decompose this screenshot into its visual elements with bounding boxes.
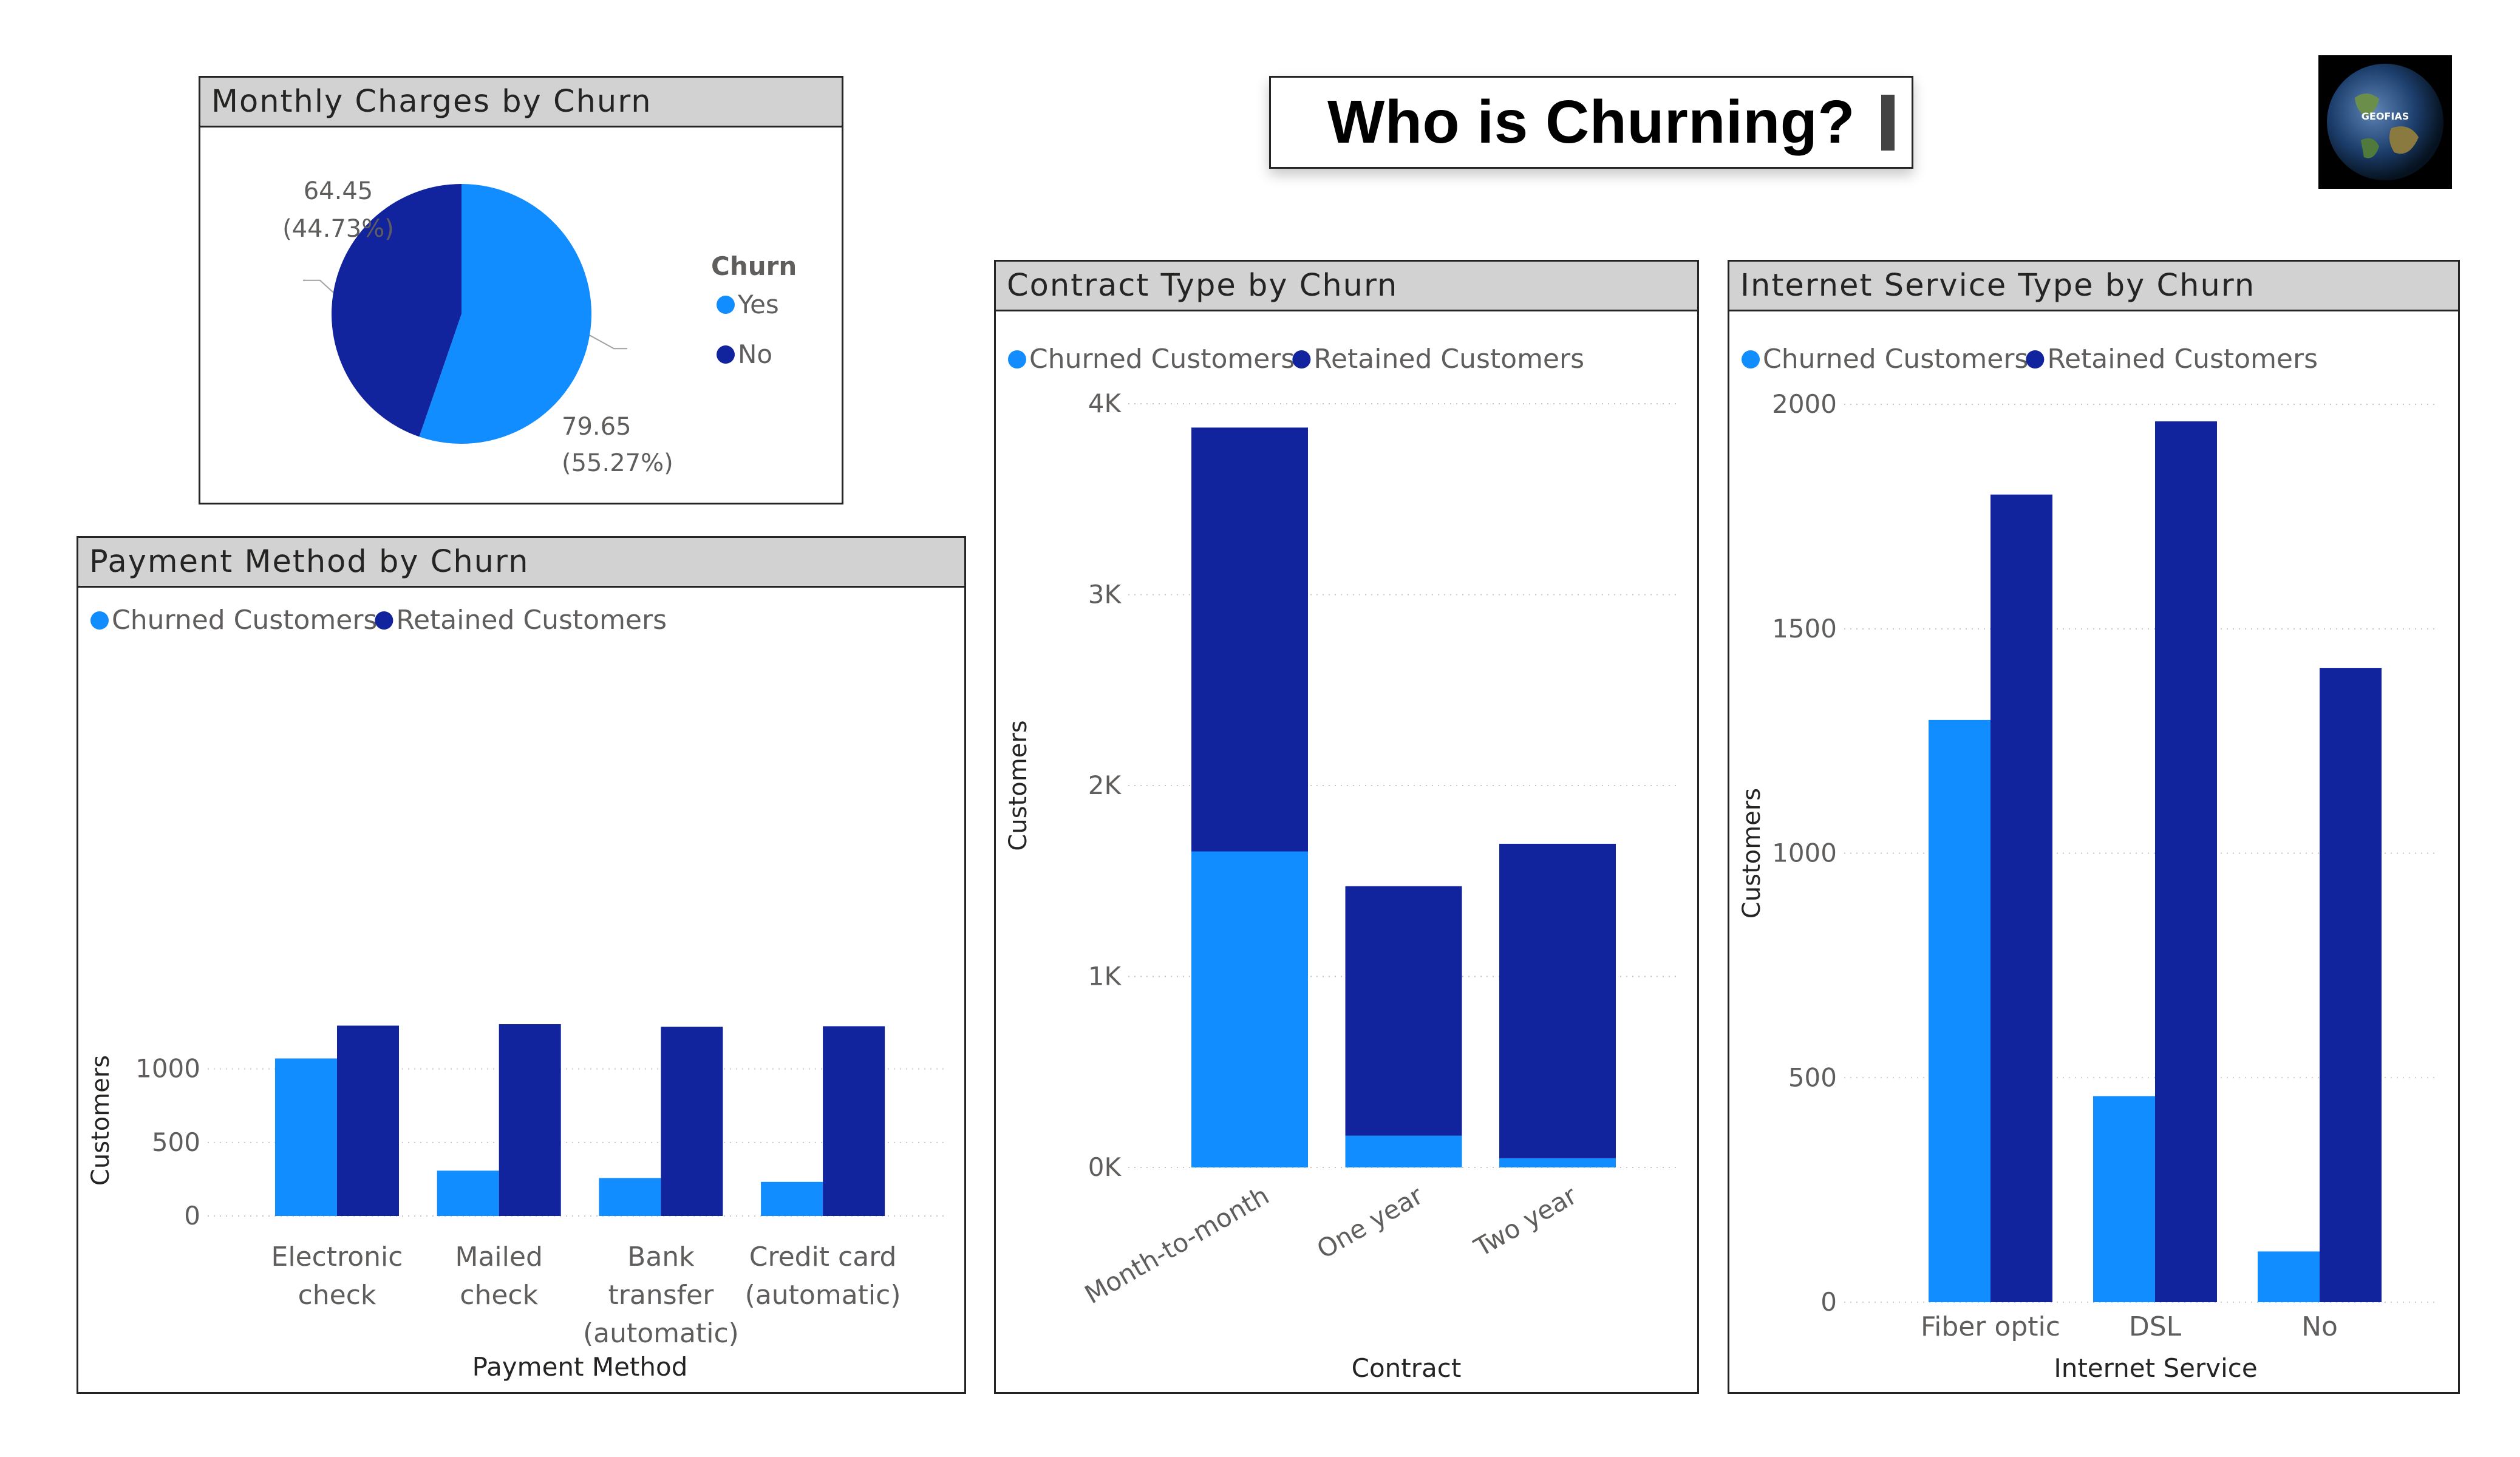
chart-title: Contract Type by Churn — [996, 262, 1697, 311]
x-tick-label: Two year — [1469, 1180, 1582, 1263]
x-axis-title: Contract — [1352, 1353, 1462, 1383]
y-axis-title: Customers — [87, 1055, 115, 1186]
y-axis-title: Customers — [1738, 788, 1766, 919]
contract-type-panel: Contract Type by Churn Churned Customers… — [994, 260, 1699, 1394]
data-label-leader — [589, 335, 628, 350]
legend-label: No — [738, 339, 772, 369]
bar-retained — [661, 1027, 723, 1216]
x-tick-label: (automatic) — [583, 1318, 739, 1349]
bar-retained — [1990, 494, 2052, 1302]
x-tick-label: Fiber optic — [1921, 1311, 2060, 1342]
monthly-charges-pie-chart: 79.65 (55.27%) 64.45 (44.73%) Churn Yes No — [282, 177, 797, 477]
data-label-value: 79.65 — [562, 413, 632, 441]
x-tick-label: Mailed — [455, 1241, 543, 1272]
pie-slice-yes — [419, 184, 592, 444]
data-label-value: 64.45 — [304, 177, 373, 205]
internet-service-panel: Internet Service Type by Churn Churned C… — [1728, 260, 2460, 1394]
x-tick-label: Credit card — [749, 1241, 897, 1272]
y-tick-label: 500 — [152, 1127, 200, 1157]
legend-marker — [717, 345, 735, 364]
y-tick-label: 500 — [1788, 1062, 1837, 1092]
x-tick-label: No — [2301, 1311, 2338, 1342]
payment-method-panel: Payment Method by Churn Churned Customer… — [77, 536, 966, 1394]
chart-title: Internet Service Type by Churn — [1729, 262, 2458, 311]
globe-icon: GEOFIAS — [2318, 55, 2452, 189]
y-tick-label: 0K — [1088, 1152, 1122, 1182]
dashboard-title-box: Who is Churning? — [1269, 76, 1913, 169]
y-tick-label: 1000 — [135, 1054, 200, 1084]
legend-marker — [1008, 350, 1026, 368]
legend-label: Yes — [737, 290, 779, 319]
bar-churned — [761, 1181, 823, 1216]
data-label-leader — [302, 279, 334, 293]
legend-marker — [90, 611, 109, 630]
x-tick-label: Electronic — [271, 1241, 403, 1272]
bar-churned — [275, 1058, 337, 1216]
bar-retained — [1345, 886, 1462, 1136]
bar-retained — [2320, 668, 2382, 1302]
page-title: Who is Churning? — [1327, 88, 1855, 156]
x-tick-label: Bank — [627, 1241, 695, 1272]
bar-retained — [1191, 427, 1308, 852]
y-tick-label: 0 — [1820, 1287, 1837, 1317]
logo: GEOFIAS — [2318, 55, 2452, 189]
bar-churned — [1499, 1158, 1616, 1167]
legend-marker — [1292, 350, 1311, 368]
y-tick-label: 1500 — [1772, 614, 1837, 644]
x-tick-label: Month-to-month — [1080, 1180, 1274, 1309]
y-tick-label: 0 — [184, 1201, 200, 1231]
x-tick-label: transfer — [608, 1280, 715, 1311]
legend-label: Churned Customers — [112, 605, 377, 636]
payment-method-bar-chart: Churned Customers Retained Customers 0 500 1… — [87, 605, 948, 1382]
y-tick-label: 2K — [1088, 770, 1122, 800]
bar-churned — [2258, 1251, 2320, 1302]
chart-title: Monthly Charges by Churn — [200, 78, 842, 127]
y-axis-title: Customers — [1004, 720, 1032, 851]
legend-marker — [375, 611, 393, 630]
bar-retained — [2155, 421, 2217, 1302]
bar-churned — [1191, 851, 1308, 1167]
legend-label: Retained Customers — [1313, 344, 1584, 375]
y-tick-label: 1K — [1088, 962, 1122, 991]
y-tick-label: 3K — [1088, 580, 1122, 610]
x-tick-label: check — [460, 1280, 538, 1311]
bar-churned — [1345, 1135, 1462, 1167]
y-tick-label: 2000 — [1772, 389, 1837, 419]
legend-title: Churn — [711, 251, 797, 281]
bar-retained — [337, 1025, 399, 1216]
internet-service-bar-chart: Churned Customers Retained Customers 0 500 1… — [1738, 344, 2438, 1383]
chart-title: Payment Method by Churn — [78, 538, 964, 588]
y-tick-label: 4K — [1088, 389, 1122, 418]
bar-churned — [2093, 1096, 2155, 1302]
x-axis-title: Internet Service — [2054, 1353, 2257, 1383]
y-tick-label: 1000 — [1772, 838, 1837, 868]
bar-retained — [823, 1026, 885, 1216]
x-tick-label: (automatic) — [745, 1280, 901, 1311]
data-label-percent: (44.73%) — [282, 215, 394, 243]
logo-text: GEOFIAS — [2362, 110, 2409, 122]
bar-retained — [499, 1024, 561, 1216]
legend-label: Churned Customers — [1763, 344, 2028, 375]
legend-label: Churned Customers — [1029, 344, 1295, 375]
legend-label: Retained Customers — [396, 605, 667, 636]
x-tick-label: One year — [1312, 1180, 1428, 1265]
x-tick-label: DSL — [2129, 1311, 2182, 1342]
x-axis-title: Payment Method — [472, 1352, 688, 1382]
legend-marker — [1742, 350, 1760, 368]
legend-label: Retained Customers — [2047, 344, 2318, 375]
legend-marker — [2026, 350, 2045, 368]
contract-type-bar-chart: Churned Customers Retained Customers 0K 1K 2… — [1004, 344, 1676, 1383]
x-tick-label: check — [298, 1280, 376, 1311]
text-cursor-icon — [1881, 95, 1895, 151]
data-label-percent: (55.27%) — [562, 449, 673, 477]
bar-churned — [437, 1170, 499, 1216]
bar-churned — [599, 1178, 661, 1216]
legend-marker — [717, 296, 735, 314]
bar-churned — [1929, 719, 1990, 1302]
bar-retained — [1499, 843, 1616, 1158]
pie-slice-no — [332, 184, 461, 437]
monthly-charges-panel: Monthly Charges by Churn 79.65 (55.27%) 64… — [199, 76, 843, 504]
